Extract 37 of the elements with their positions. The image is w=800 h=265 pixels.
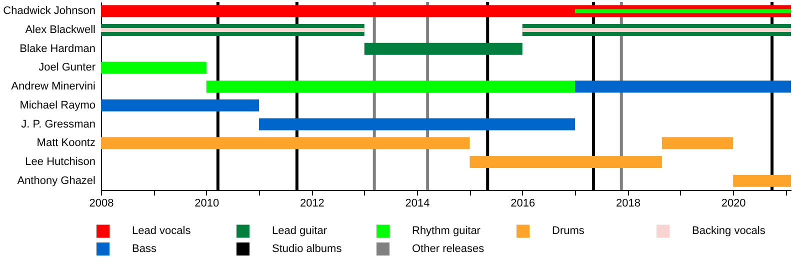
x-tick-label: 2010 [194,198,220,210]
y-tick-label: Chadwick Johnson [3,5,96,18]
legend-label: Other releases [412,243,485,255]
bar [101,28,364,32]
y-tick-label: Joel Gunter [38,62,96,74]
y-tick-label: Michael Raymo [20,99,96,112]
y-tick-label: Blake Hardman [20,42,96,55]
bar [206,80,576,93]
bar [364,42,522,55]
x-tick-label: 2008 [89,198,114,210]
bar [101,62,206,74]
legend-label: Studio albums [272,243,342,255]
y-tick-label: Matt Koontz [36,137,96,150]
legend-label: Lead guitar [272,225,328,238]
y-tick-label: Alex Blackwell [25,24,96,36]
legend-label: Backing vocals [692,225,766,238]
bar [101,137,470,150]
bar [575,80,791,93]
legend-label: Rhythm guitar [412,225,481,238]
x-tick-label: 2020 [721,198,746,210]
legend-label: Drums [552,225,585,238]
bar [522,28,791,32]
bar [733,174,791,187]
bar [662,137,734,150]
y-tick-label: Lee Hutchison [25,156,96,168]
x-tick-label: 2012 [300,198,324,210]
x-tick-label: 2014 [405,198,430,210]
bar [470,156,662,168]
legend-label: Bass [132,243,157,255]
y-tick-label: Andrew Minervini [11,80,96,93]
legend-label: Lead vocals [132,225,192,238]
bar [101,99,260,112]
y-tick-label: Anthony Ghazel [17,174,96,187]
y-tick-label: J. P. Gressman [21,118,96,130]
x-tick-label: 2016 [510,198,536,210]
bar [259,118,576,130]
x-tick-label: 2018 [616,198,640,210]
